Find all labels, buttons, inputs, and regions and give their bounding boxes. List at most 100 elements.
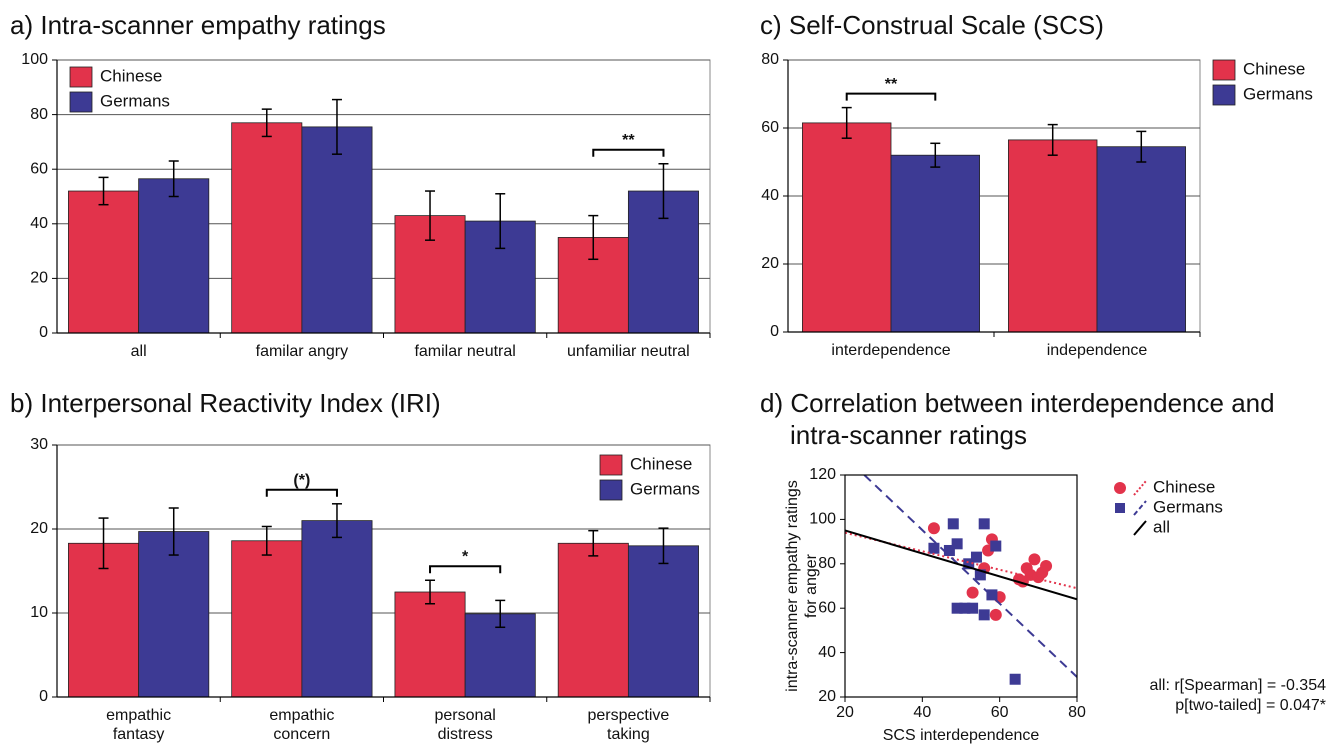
significance-label: ** <box>622 132 635 149</box>
legend-label: Chinese <box>1153 477 1215 496</box>
point <box>951 602 963 614</box>
point <box>986 589 998 601</box>
bar <box>1008 139 1098 333</box>
bar <box>301 126 373 334</box>
y-tick-label: 40 <box>761 187 779 204</box>
y-axis-label: intra-scanner empathy ratings <box>784 480 801 692</box>
x-tick-label: taking <box>607 726 650 743</box>
legend-marker <box>1115 503 1125 513</box>
x-tick-label: 40 <box>913 704 931 721</box>
bar <box>802 122 892 333</box>
y-tick-label: 20 <box>30 270 48 287</box>
bar <box>68 190 140 334</box>
legend-swatch <box>69 91 93 113</box>
x-tick-label: familar neutral <box>414 343 515 360</box>
x-tick-label: 20 <box>836 704 854 721</box>
x-tick-label: all <box>131 343 147 360</box>
point <box>947 518 959 530</box>
point <box>943 544 955 556</box>
chart-title: d) Correlation between interdependence a… <box>760 388 1275 418</box>
y-tick-label: 100 <box>21 51 48 68</box>
point <box>959 602 971 614</box>
legend-label: all <box>1153 517 1170 536</box>
bar <box>231 122 303 334</box>
chart-title: intra-scanner ratings <box>790 420 1027 450</box>
legend-line <box>1133 520 1147 536</box>
point <box>1009 673 1021 685</box>
legend-swatch <box>599 454 623 476</box>
y-tick-label: 10 <box>30 604 48 621</box>
significance-bracket <box>429 565 502 574</box>
y-tick-label: 30 <box>30 436 48 453</box>
legend-swatch <box>599 479 623 501</box>
bar <box>138 178 210 334</box>
y-tick-label: 20 <box>761 255 779 272</box>
x-tick-label: familar angry <box>256 343 348 360</box>
bar <box>627 545 699 698</box>
y-tick-label: 0 <box>39 324 48 341</box>
significance-bracket <box>845 92 937 101</box>
y-tick-label: 60 <box>761 119 779 136</box>
point <box>1028 553 1041 566</box>
point <box>951 538 963 550</box>
x-tick-label: empathic <box>106 707 171 724</box>
bar <box>231 540 303 698</box>
chart-title: c) Self-Construal Scale (SCS) <box>760 10 1104 40</box>
significance-label: * <box>462 548 469 565</box>
x-tick-label: personal <box>434 707 495 724</box>
bar <box>138 531 210 698</box>
x-tick-label: perspective <box>587 707 669 724</box>
y-tick-label: 0 <box>39 688 48 705</box>
legend-label: Chinese <box>630 454 692 473</box>
x-tick-label: empathic <box>269 707 334 724</box>
y-tick-label: 0 <box>770 323 779 340</box>
significance-label: ** <box>885 76 898 93</box>
x-tick-label: fantasy <box>113 726 165 743</box>
y-tick-label: 20 <box>30 520 48 537</box>
legend-line <box>1133 480 1147 496</box>
chart-title: b) Interpersonal Reactivity Index (IRI) <box>10 388 441 418</box>
point <box>963 558 975 570</box>
point <box>990 540 1002 552</box>
legend-swatch <box>1212 59 1236 81</box>
significance-label: (*) <box>293 472 310 489</box>
legend-swatch <box>69 66 93 88</box>
point <box>927 522 940 535</box>
bar <box>557 542 629 698</box>
fit-line <box>845 529 1077 601</box>
point <box>928 542 940 554</box>
y-tick-label: 40 <box>818 644 836 661</box>
y-tick-label: 80 <box>761 51 779 68</box>
point <box>1040 560 1053 573</box>
point <box>978 518 990 530</box>
bar <box>890 154 980 333</box>
legend-line <box>1133 500 1147 516</box>
y-tick-label: 20 <box>818 688 836 705</box>
legend-swatch <box>1212 84 1236 106</box>
y-tick-label: 60 <box>818 599 836 616</box>
legend-marker <box>1114 482 1126 494</box>
point <box>970 551 982 563</box>
fit-line <box>863 475 1077 678</box>
plot-frame <box>844 474 1078 698</box>
legend-label: Germans <box>1153 497 1223 516</box>
bar <box>394 591 466 698</box>
chart-title: a) Intra-scanner empathy ratings <box>10 10 386 40</box>
y-tick-label: 80 <box>818 555 836 572</box>
x-tick-label: concern <box>273 726 330 743</box>
x-tick-label: unfamiliar neutral <box>567 343 690 360</box>
legend-label: Germans <box>630 479 700 498</box>
bar <box>1096 146 1186 333</box>
bar <box>301 520 373 698</box>
y-axis-label: for anger <box>803 553 820 618</box>
y-tick-label: 120 <box>809 466 836 483</box>
point <box>974 569 986 581</box>
legend-label: Chinese <box>1243 59 1305 78</box>
significance-bracket <box>265 488 338 497</box>
y-tick-label: 60 <box>30 160 48 177</box>
legend-label: Chinese <box>100 66 162 85</box>
y-tick-label: 80 <box>30 106 48 123</box>
x-tick-label: 60 <box>991 704 1009 721</box>
point <box>967 602 979 614</box>
